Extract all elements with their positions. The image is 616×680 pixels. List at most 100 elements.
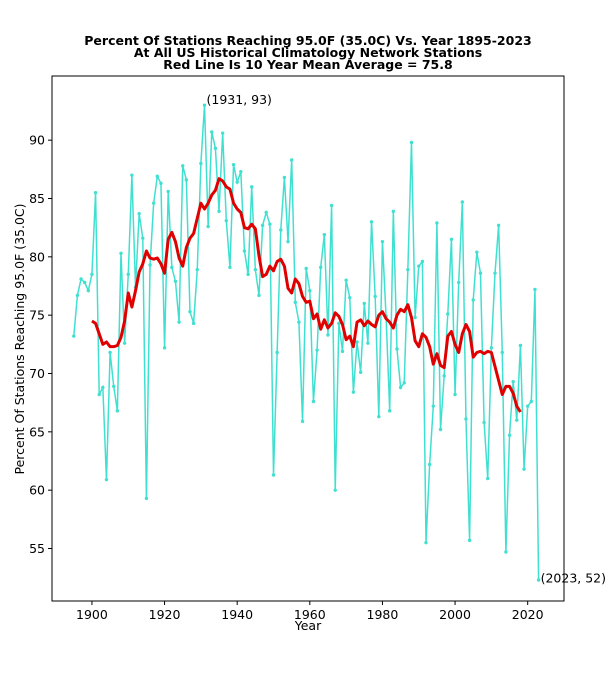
data-point	[195, 267, 199, 272]
data-point	[333, 488, 337, 492]
y-tick-label: 60	[29, 483, 45, 498]
data-point	[467, 538, 472, 543]
data-point	[366, 341, 370, 345]
data-point	[271, 473, 276, 477]
data-point	[115, 409, 120, 413]
data-point	[486, 476, 490, 481]
data-point	[348, 295, 352, 300]
data-point	[151, 201, 156, 205]
data-point	[460, 200, 465, 204]
data-point	[184, 178, 189, 182]
data-point	[493, 271, 497, 275]
data-point	[511, 379, 515, 384]
data-point	[489, 346, 494, 350]
data-point	[297, 320, 301, 324]
data-point	[75, 293, 80, 298]
data-point	[413, 315, 417, 320]
data-point	[90, 272, 94, 277]
data-point	[529, 399, 534, 404]
data-point	[449, 237, 454, 242]
data-point	[500, 350, 504, 355]
data-point	[438, 427, 443, 432]
data-point	[496, 223, 501, 228]
data-point	[373, 294, 377, 299]
data-point	[453, 392, 457, 397]
data-point	[86, 288, 91, 293]
y-tick-label: 90	[29, 133, 45, 148]
data-point	[282, 175, 287, 180]
data-point	[130, 173, 134, 177]
y-tick-label: 55	[29, 541, 45, 556]
data-point	[358, 370, 363, 375]
x-tick-label: 1920	[149, 607, 181, 622]
data-point	[351, 390, 356, 394]
plot-frame	[51, 75, 565, 602]
annotation-1: (1931, 93)	[207, 92, 272, 107]
data-point	[191, 321, 196, 326]
data-point	[217, 209, 221, 214]
y-tick-label: 75	[29, 308, 45, 323]
chart-title-line-2: At All US Historical Climatology Network…	[134, 45, 482, 60]
data-point	[162, 346, 167, 350]
plot-area	[72, 103, 541, 582]
data-point	[435, 221, 439, 225]
data-point	[224, 218, 228, 223]
data-point	[464, 417, 468, 421]
data-point	[300, 419, 305, 424]
data-point	[319, 265, 323, 270]
data-point	[420, 259, 425, 264]
data-point	[122, 341, 127, 345]
data-point	[93, 190, 98, 195]
data-point	[518, 343, 523, 348]
data-point	[355, 340, 359, 344]
data-point	[268, 222, 272, 226]
data-point	[289, 158, 294, 162]
data-point	[148, 263, 152, 267]
data-point	[170, 265, 174, 270]
y-axis-label: Percent Of Stations Reaching 95.0F (35.0…	[12, 203, 27, 474]
data-point	[504, 550, 508, 554]
ten-year-mean-line	[91, 177, 522, 413]
data-point	[104, 477, 109, 482]
data-point	[242, 249, 247, 253]
data-point	[264, 210, 268, 215]
data-point	[275, 350, 279, 355]
y-tick-label: 70	[29, 366, 45, 381]
data-point	[253, 267, 258, 272]
data-point	[246, 272, 250, 277]
data-point	[72, 334, 76, 338]
data-point	[391, 209, 396, 214]
data-point	[536, 578, 541, 582]
data-point	[409, 140, 414, 145]
data-point	[188, 309, 192, 314]
data-point	[250, 185, 254, 189]
data-point	[337, 321, 341, 326]
data-point	[79, 277, 83, 281]
data-point	[406, 267, 410, 272]
data-point	[141, 236, 145, 240]
chart-title-line-1: Percent Of Stations Reaching 95.0F (35.0…	[84, 33, 531, 48]
data-point	[402, 381, 406, 385]
data-point	[137, 211, 141, 216]
data-point	[166, 189, 170, 194]
data-point	[108, 350, 112, 355]
data-point	[311, 399, 316, 404]
x-tick-label: 1980	[367, 607, 399, 622]
data-point	[257, 293, 261, 298]
data-point	[446, 312, 450, 316]
data-point	[159, 181, 163, 186]
data-point	[235, 180, 239, 184]
data-point	[395, 347, 399, 351]
data-point	[231, 162, 236, 167]
axis-ticks: 1900 1920 1940 1960 1980 2000 2020 55 60 65 70 75 80…	[29, 133, 544, 622]
data-point	[202, 103, 207, 107]
data-point	[326, 333, 330, 337]
data-point	[213, 146, 218, 151]
data-point	[97, 392, 101, 397]
data-point	[220, 131, 225, 135]
data-point	[478, 271, 483, 275]
data-point	[279, 228, 283, 232]
data-point	[210, 130, 214, 134]
data-point	[340, 349, 345, 354]
